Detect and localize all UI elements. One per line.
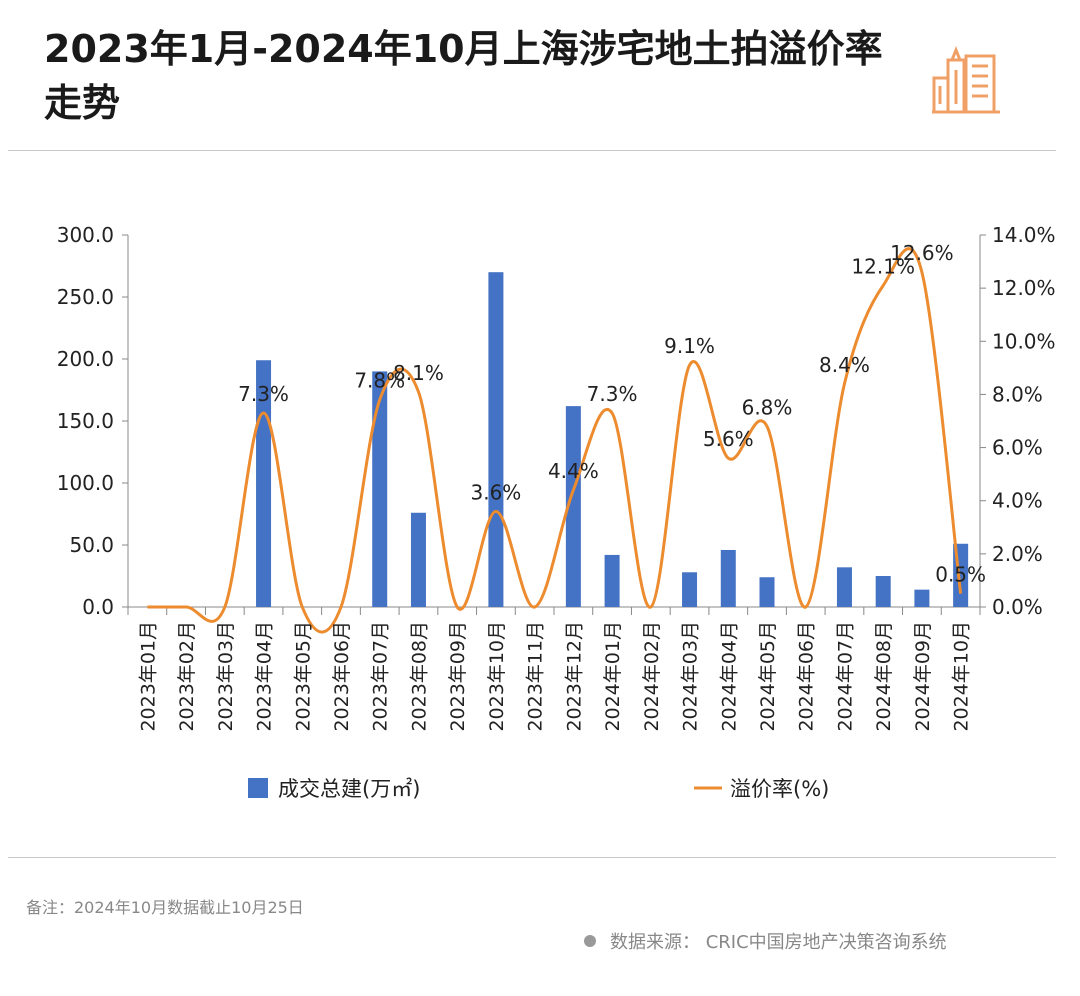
- header-divider: [8, 150, 1056, 151]
- y-right-tick-label: 10.0%: [992, 329, 1056, 353]
- bar: [565, 406, 581, 607]
- x-tick-label: 2024年02月: [641, 621, 663, 732]
- x-tick-label: 2024年01月: [602, 621, 624, 732]
- bullet-icon: [584, 935, 596, 947]
- x-tick-label: 2024年07月: [834, 621, 856, 732]
- data-label: 3.6%: [471, 480, 522, 504]
- bar: [488, 272, 504, 607]
- data-source: 数据来源： CRIC中国房地产决策咨询系统: [584, 928, 947, 954]
- x-tick-label: 2023年02月: [176, 621, 198, 732]
- x-tick-label: 2024年08月: [873, 621, 895, 732]
- bar: [720, 549, 736, 607]
- x-tick-label: 2024年09月: [912, 621, 934, 732]
- x-tick-label: 2023年06月: [331, 621, 353, 732]
- bar: [372, 371, 388, 607]
- x-tick-label: 2024年06月: [796, 621, 818, 732]
- y-right-tick-label: 14.0%: [992, 223, 1056, 247]
- bar: [759, 577, 775, 607]
- x-tick-label: 2024年03月: [680, 621, 702, 732]
- x-tick-label: 2023年07月: [370, 621, 392, 732]
- x-tick-label: 2023年05月: [292, 621, 314, 732]
- x-tick-label: 2023年03月: [215, 621, 237, 732]
- bar: [836, 567, 852, 607]
- data-label: 9.1%: [664, 334, 715, 358]
- footer-divider: [8, 857, 1056, 858]
- data-label: 7.3%: [238, 382, 289, 406]
- bar: [682, 572, 698, 607]
- page-title: 2023年1月-2024年10月上海涉宅地土拍溢价率走势: [44, 27, 883, 125]
- bar: [256, 360, 272, 607]
- y-left-tick-label: 300.0: [57, 223, 114, 247]
- data-label: 4.4%: [548, 459, 599, 483]
- chart: 0.0 50.0 100.0 150.0 200.0 250.0 300.0 0.0% 2.0%…: [57, 223, 1056, 801]
- y-left-tick-label: 0.0: [82, 595, 114, 619]
- data-label: 7.3%: [587, 382, 638, 406]
- data-label: 12.1%: [851, 254, 915, 278]
- x-tick-label: 2023年08月: [408, 621, 430, 732]
- data-label: 6.8%: [742, 395, 793, 419]
- legend-bar-label: 成交总建(万㎡): [278, 777, 420, 801]
- y-left-tick-label: 100.0: [57, 471, 114, 495]
- y-right-tick-label: 12.0%: [992, 276, 1056, 300]
- y-left-tick-label: 250.0: [57, 285, 114, 309]
- x-tick-label: 2024年04月: [718, 621, 740, 732]
- data-label: 5.6%: [703, 427, 754, 451]
- y-right-tick-label: 6.0%: [992, 436, 1043, 460]
- data-label: 12.6%: [890, 241, 954, 265]
- x-tick-label: 2023年09月: [447, 621, 469, 732]
- line-series-premium-rate: [147, 247, 963, 634]
- x-tick-label: 2023年10月: [486, 621, 508, 732]
- data-source-text: 数据来源： CRIC中国房地产决策咨询系统: [610, 932, 947, 953]
- x-tick-label: 2023年04月: [254, 621, 276, 732]
- x-tick-label: 2023年01月: [137, 621, 159, 732]
- bar: [410, 512, 426, 607]
- buildings-icon: [932, 46, 1000, 114]
- bar: [914, 589, 930, 607]
- data-label: 8.1%: [393, 361, 444, 385]
- data-label: 0.5%: [935, 563, 986, 587]
- y-left-tick-label: 200.0: [57, 347, 114, 371]
- data-label: 7.8%: [354, 369, 405, 393]
- x-tick-label: 2023年11月: [525, 621, 547, 732]
- bar: [604, 554, 620, 607]
- legend-line-label: 溢价率(%): [730, 777, 829, 801]
- x-tick-label: 2023年12月: [563, 621, 585, 732]
- y-right-tick-label: 0.0%: [992, 595, 1043, 619]
- y-right-tick-label: 4.0%: [992, 489, 1043, 513]
- data-label: 8.4%: [819, 353, 870, 377]
- y-left-tick-label: 50.0: [69, 533, 114, 557]
- y-right-tick-label: 8.0%: [992, 382, 1043, 406]
- y-left-tick-label: 150.0: [57, 409, 114, 433]
- x-tick-label: 2024年10月: [951, 621, 973, 732]
- y-right-tick-label: 2.0%: [992, 542, 1043, 566]
- bar: [875, 576, 891, 607]
- footnote: 备注：2024年10月数据截止10月25日: [26, 898, 304, 917]
- legend-bar-swatch: [248, 778, 268, 798]
- x-tick-label: 2024年05月: [757, 621, 779, 732]
